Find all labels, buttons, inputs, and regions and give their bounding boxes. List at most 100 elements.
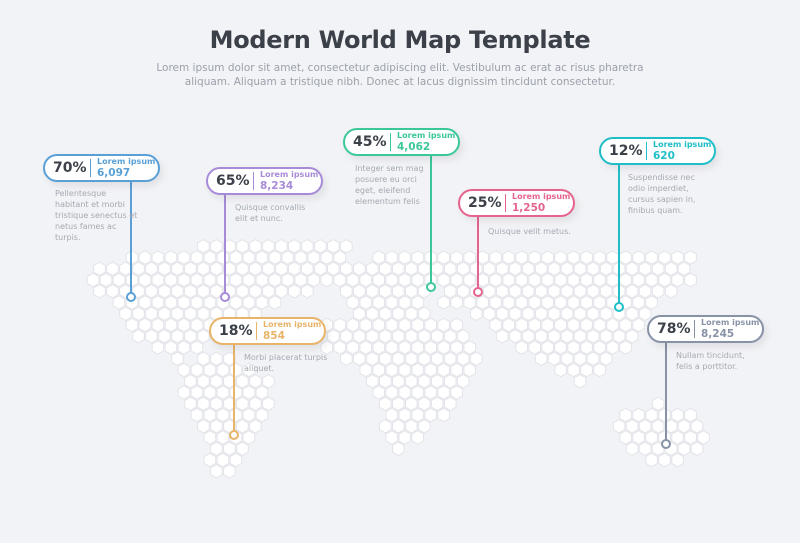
map-hex-cell xyxy=(242,295,256,310)
map-hex-cell xyxy=(645,250,658,265)
map-hex-cell xyxy=(456,261,470,276)
map-hex-cell xyxy=(541,295,554,310)
map-hex-cell xyxy=(437,295,450,310)
location-marker[interactable] xyxy=(220,292,230,302)
map-hex-cell xyxy=(125,272,139,288)
map-hex-cell xyxy=(171,261,184,276)
map-hex-cell xyxy=(216,250,230,265)
callout-divider xyxy=(505,194,506,212)
map-hex-cell xyxy=(223,351,236,366)
map-hex-cell xyxy=(197,284,210,299)
location-marker[interactable] xyxy=(614,302,624,312)
map-hex-cell xyxy=(638,284,652,299)
map-hex-cell xyxy=(405,306,418,321)
callout-value: 1,250 xyxy=(512,202,546,214)
map-hex-cell xyxy=(554,340,567,355)
map-hex-cell xyxy=(288,239,301,254)
location-marker[interactable] xyxy=(661,439,671,449)
map-hex-cell xyxy=(262,374,275,389)
map-hex-cell xyxy=(190,407,204,423)
location-marker[interactable] xyxy=(126,292,136,302)
map-hex-cell xyxy=(93,284,106,299)
map-hex-cell xyxy=(203,272,217,288)
map-hex-cell xyxy=(684,250,697,265)
location-marker[interactable] xyxy=(473,287,483,297)
map-hex-cell xyxy=(197,306,210,321)
map-hex-cell xyxy=(411,385,425,400)
map-hex-cell xyxy=(528,250,541,265)
map-hex-cell xyxy=(203,295,217,310)
map-hex-cell xyxy=(541,317,554,333)
map-hex-cell xyxy=(658,250,671,265)
map-hex-cell xyxy=(424,407,437,423)
map-hex-cell xyxy=(372,272,386,288)
map-hex-cell xyxy=(171,306,184,321)
map-hex-cell xyxy=(437,272,450,288)
map-hex-cell xyxy=(515,250,528,265)
map-hex-cell xyxy=(307,250,321,265)
map-hex-cell xyxy=(632,272,645,288)
callout-label: Lorem ipsum xyxy=(512,192,571,201)
map-hex-cell xyxy=(619,407,632,423)
location-marker[interactable] xyxy=(426,282,436,292)
map-hex-cell xyxy=(190,295,204,310)
map-hex-cell xyxy=(560,306,574,321)
map-hex-cell xyxy=(534,306,548,321)
map-hex-cell xyxy=(456,374,470,389)
map-hex-cell xyxy=(242,407,256,423)
map-hex-cell xyxy=(353,284,366,299)
callout-value: 620 xyxy=(653,150,675,162)
map-hex-cell xyxy=(242,250,256,265)
map-hex-cell xyxy=(210,464,223,479)
map-hex-cell xyxy=(528,340,541,355)
map-hex-cell xyxy=(132,306,145,321)
map-hex-cell xyxy=(554,272,567,288)
map-hex-cell xyxy=(197,374,210,389)
map-hex-cell xyxy=(619,272,632,288)
map-hex-cell xyxy=(255,250,269,265)
map-hex-cell xyxy=(489,250,502,265)
map-hex-cell xyxy=(249,261,262,276)
map-hex-cell xyxy=(177,295,191,310)
callout-percent: 65% xyxy=(216,173,250,189)
map-hex-cell xyxy=(268,250,282,265)
map-hex-cell xyxy=(521,284,535,299)
map-hex-cell xyxy=(158,284,171,299)
map-hex-cell xyxy=(229,250,243,265)
map-hex-cell xyxy=(164,317,178,333)
map-hex-cell xyxy=(197,351,210,366)
map-hex-cell xyxy=(573,284,587,299)
map-hex-cell xyxy=(210,351,223,366)
map-hex-cell xyxy=(314,261,327,276)
map-hex-cell xyxy=(547,329,561,344)
map-hex-cell xyxy=(372,295,386,310)
map-hex-cell xyxy=(197,396,210,411)
map-hex-cell xyxy=(392,351,405,366)
map-hex-cell xyxy=(86,272,100,288)
location-marker[interactable] xyxy=(229,430,239,440)
map-hex-cell xyxy=(508,284,522,299)
map-hex-cell xyxy=(379,374,392,389)
map-hex-cell xyxy=(521,261,535,276)
map-hex-cell xyxy=(684,430,697,445)
map-hex-cell xyxy=(93,261,106,276)
map-hex-cell xyxy=(450,362,463,378)
map-hex-cell xyxy=(450,272,463,288)
map-hex-cell xyxy=(632,295,645,310)
map-hex-cell xyxy=(586,306,600,321)
map-hex-cell xyxy=(469,306,483,321)
map-hex-cell xyxy=(476,272,489,288)
callout-description: Nullam tincidunt, felis a porttitor. xyxy=(676,351,745,371)
map-hex-cell xyxy=(450,385,463,400)
map-hex-cell xyxy=(359,317,373,333)
map-hex-cell xyxy=(632,250,645,265)
map-hex-cell xyxy=(242,430,256,445)
map-hex-cell xyxy=(275,261,288,276)
map-hex-cell xyxy=(684,272,697,288)
map-hex-cell xyxy=(417,419,431,434)
map-hex-cell xyxy=(385,407,399,423)
map-hex-cell xyxy=(294,250,308,265)
map-hex-cell xyxy=(112,272,126,288)
map-hex-cell xyxy=(521,329,535,344)
map-hex-cell xyxy=(443,284,457,299)
